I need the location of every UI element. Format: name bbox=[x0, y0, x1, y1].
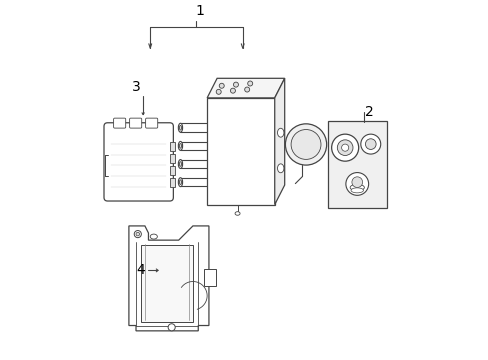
Ellipse shape bbox=[179, 162, 181, 166]
Polygon shape bbox=[207, 98, 274, 204]
Ellipse shape bbox=[178, 141, 182, 150]
Ellipse shape bbox=[150, 234, 157, 239]
FancyBboxPatch shape bbox=[145, 118, 158, 128]
Polygon shape bbox=[274, 78, 284, 204]
Circle shape bbox=[219, 83, 224, 88]
Ellipse shape bbox=[179, 144, 181, 148]
Circle shape bbox=[285, 124, 326, 165]
Bar bbox=[327, 121, 386, 208]
FancyBboxPatch shape bbox=[129, 118, 142, 128]
Bar bbox=[169, 142, 175, 150]
Text: 1: 1 bbox=[195, 4, 204, 18]
Ellipse shape bbox=[349, 184, 364, 191]
Circle shape bbox=[345, 172, 368, 195]
Text: 3: 3 bbox=[131, 80, 140, 94]
Bar bbox=[169, 154, 175, 163]
Ellipse shape bbox=[277, 164, 284, 173]
Circle shape bbox=[290, 130, 320, 159]
Polygon shape bbox=[141, 246, 193, 322]
Polygon shape bbox=[203, 269, 216, 286]
Circle shape bbox=[230, 88, 235, 93]
Circle shape bbox=[337, 140, 352, 156]
Bar bbox=[169, 178, 175, 187]
Ellipse shape bbox=[350, 188, 363, 193]
Circle shape bbox=[216, 89, 221, 94]
Ellipse shape bbox=[178, 123, 182, 132]
Circle shape bbox=[168, 324, 175, 331]
Bar bbox=[169, 166, 175, 175]
Polygon shape bbox=[207, 78, 284, 98]
Circle shape bbox=[244, 87, 249, 92]
Ellipse shape bbox=[178, 178, 182, 186]
Circle shape bbox=[233, 82, 238, 87]
Circle shape bbox=[341, 144, 348, 151]
Circle shape bbox=[360, 134, 380, 154]
Ellipse shape bbox=[235, 212, 240, 215]
Circle shape bbox=[136, 232, 139, 236]
Text: 4: 4 bbox=[136, 264, 144, 278]
Ellipse shape bbox=[179, 125, 181, 130]
Circle shape bbox=[365, 139, 375, 149]
Ellipse shape bbox=[179, 180, 181, 184]
FancyBboxPatch shape bbox=[104, 123, 173, 201]
Circle shape bbox=[247, 81, 252, 86]
Circle shape bbox=[134, 230, 141, 238]
Circle shape bbox=[331, 134, 358, 161]
Text: 2: 2 bbox=[365, 105, 373, 119]
Ellipse shape bbox=[277, 128, 284, 137]
Ellipse shape bbox=[178, 159, 182, 168]
Polygon shape bbox=[129, 226, 208, 331]
Circle shape bbox=[351, 177, 362, 188]
FancyBboxPatch shape bbox=[113, 118, 125, 128]
